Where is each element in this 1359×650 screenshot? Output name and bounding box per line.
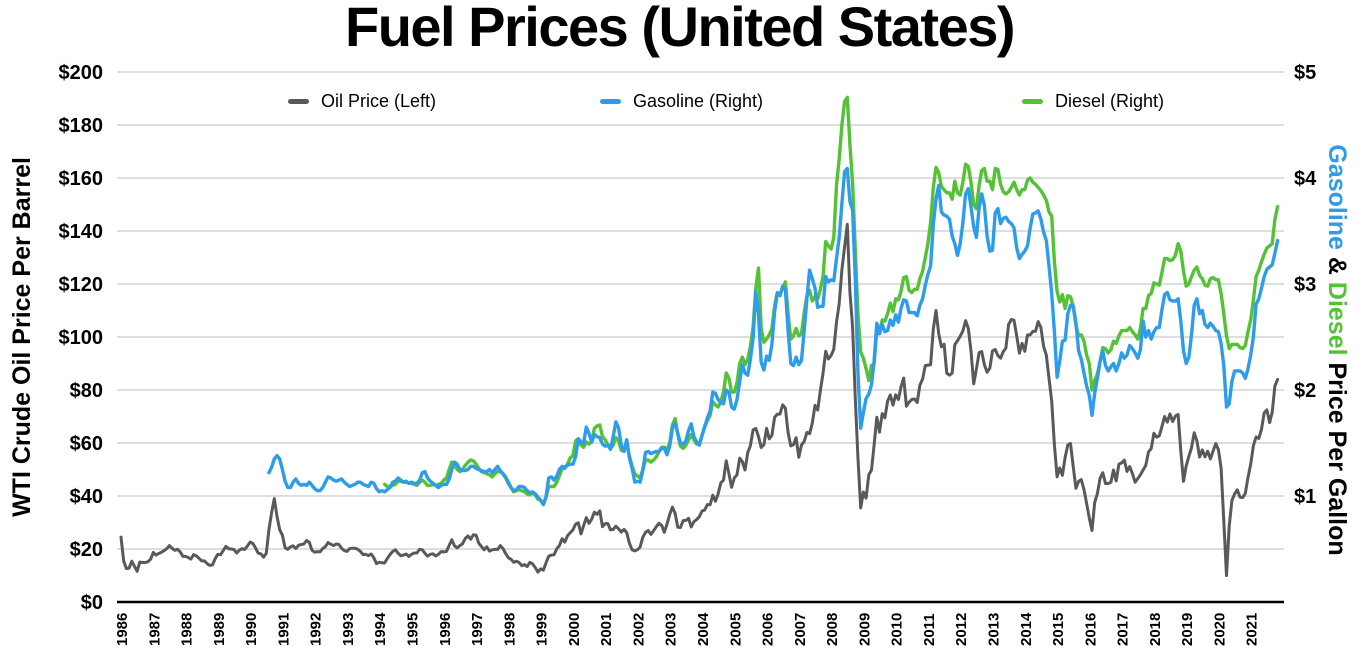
x-axis-tick-label: 2018 [1147,613,1164,646]
x-axis-tick-label: 1998 [501,613,518,646]
x-axis-tick-label: 2008 [824,613,841,646]
left-axis-tick-label: $60 [70,433,103,455]
x-axis-tick-label: 2003 [663,613,680,646]
right-axis-tick-label: $2 [1294,380,1316,402]
x-axis-tick-label: 2010 [889,613,906,646]
left-axis-tick-label: $40 [70,486,103,508]
x-axis-tick-label: 2014 [1018,612,1035,646]
x-axis-tick-label: 1986 [114,613,131,646]
x-axis-tick-label: 2016 [1082,613,1099,646]
x-axis-tick-label: 2002 [630,613,647,646]
x-axis-tick-label: 2017 [1115,613,1132,646]
x-axis-tick-label: 2007 [792,613,809,646]
left-axis-tick-label: $20 [70,539,103,561]
left-axis-tick-label: $120 [59,274,104,296]
right-axis-tick-label: $3 [1294,274,1316,296]
x-axis-tick-label: 1988 [179,613,196,646]
x-axis-tick-label: 2004 [695,612,712,646]
right-axis-tick-label: $5 [1294,62,1316,84]
chart-title: Fuel Prices (United States) [344,0,1016,58]
diesel-legend-swatch-icon [1022,98,1043,104]
left-axis-tick-label: $200 [59,62,104,84]
legend-label-diesel: Diesel (Right) [1055,90,1165,111]
x-axis-tick-label: 2001 [598,613,615,646]
left-axis-tick-label: $180 [59,115,104,137]
x-axis-tick-label: 1999 [534,613,551,646]
legend-item-gasoline[interactable]: Gasoline (Right) [600,90,763,112]
legend-label-oil-price: Oil Price (Left) [321,90,437,111]
x-axis-tick-label: 2006 [760,613,777,646]
left-axis-tick-label: $160 [59,168,104,190]
x-axis-tick-label: 2021 [1244,613,1261,646]
x-axis-tick-label: 1996 [437,613,454,646]
legend-label-gasoline: Gasoline (Right) [633,90,764,111]
left-axis-tick-label: $0 [81,592,103,614]
oil-price-legend-swatch-icon [288,98,309,104]
x-axis-tick-label: 1993 [340,613,357,646]
x-axis-tick-label: 1987 [146,613,163,646]
x-axis-tick-label: 2000 [566,613,583,646]
x-axis-tick-label: 1997 [469,613,486,646]
x-axis-tick-label: 1992 [308,613,325,646]
right-axis-tick-label: $1 [1294,486,1316,508]
x-axis-tick-label: 2020 [1211,613,1228,646]
x-axis-tick-label: 2005 [727,613,744,646]
x-axis-tick-label: 1989 [211,613,228,646]
x-axis-tick-label: 2009 [856,613,873,646]
x-axis-tick-label: 1990 [243,613,260,646]
x-axis-tick-label: 2015 [1050,613,1067,646]
left-axis-tick-label: $100 [59,327,104,349]
x-axis-tick-label: 1991 [275,613,292,646]
x-axis-tick-label: 2012 [953,613,970,646]
x-axis-tick-label: 2011 [921,613,938,646]
legend-item-diesel[interactable]: Diesel (Right) [1022,90,1164,112]
left-axis-tick-label: $140 [59,221,104,243]
x-axis-tick-label: 2013 [986,613,1003,646]
x-axis-tick-label: 1994 [372,612,389,646]
gasoline-legend-swatch-icon [600,98,621,104]
oil-price-line [119,222,1280,577]
legend-item-oil-price[interactable]: Oil Price (Left) [288,90,436,112]
x-axis-tick-label: 1995 [405,613,422,646]
right-axis-tick-label: $4 [1294,168,1317,190]
gasoline-line [267,166,1280,507]
x-axis-tick-label: 2019 [1179,613,1196,646]
left-axis-tick-label: $80 [70,380,103,402]
